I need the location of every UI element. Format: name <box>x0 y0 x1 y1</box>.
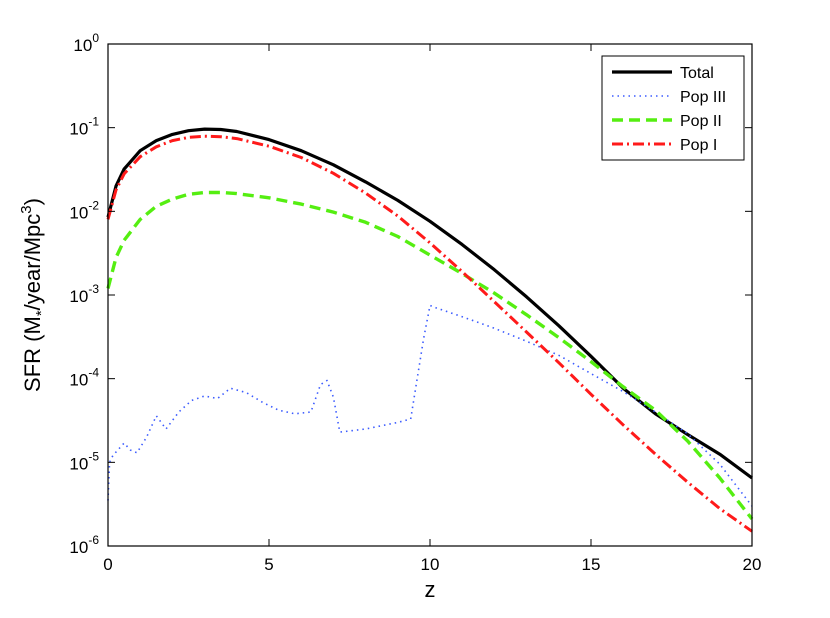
tick-layer <box>107 43 753 547</box>
legend-label-pop-ii: Pop II <box>680 113 722 130</box>
y-axis-label-mid: /year/Mpc <box>20 214 45 311</box>
y-axis-label-post: ) <box>20 198 45 205</box>
y-tick-label: 10-4 <box>69 366 99 390</box>
y-tick-label: 10-6 <box>69 533 99 557</box>
x-tick-labels: 0 5 10 15 20 <box>103 555 761 574</box>
x-tick-label: 20 <box>743 555 762 574</box>
y-tick-label: 10-3 <box>69 282 99 306</box>
y-tick-label: 10-1 <box>69 115 99 139</box>
y-axis-label-sub: * <box>33 310 50 316</box>
x-tick-label: 10 <box>421 555 440 574</box>
legend: Total Pop III Pop II Pop I <box>601 55 745 161</box>
y-axis-label-pre: SFR (M <box>20 316 45 392</box>
series-line-pop-ii <box>106 190 754 521</box>
series-line-pop-i <box>106 134 753 533</box>
legend-label-pop-i: Pop I <box>680 137 717 154</box>
x-tick-label: 15 <box>582 555 601 574</box>
y-tick-label: 10-2 <box>69 198 99 222</box>
series-line-pop-iii <box>107 304 753 507</box>
y-tick-label: 10-5 <box>69 449 99 473</box>
y-axis-label: SFR (M*/year/Mpc3) <box>18 198 50 392</box>
legend-entries: Total Pop III Pop II Pop I <box>612 65 726 154</box>
x-tick-label: 5 <box>264 555 273 574</box>
y-tick-label: 100 <box>73 31 99 55</box>
y-axis-label-sup: 3 <box>18 205 35 213</box>
y-tick-labels: 10-6 10-5 10-4 10-3 10-2 10-1 100 <box>69 31 99 557</box>
series-layer <box>106 127 754 533</box>
legend-label-total: Total <box>680 65 714 82</box>
legend-label-pop-iii: Pop III <box>680 89 726 106</box>
x-tick-label: 0 <box>103 555 112 574</box>
x-axis-label: z <box>425 577 436 602</box>
